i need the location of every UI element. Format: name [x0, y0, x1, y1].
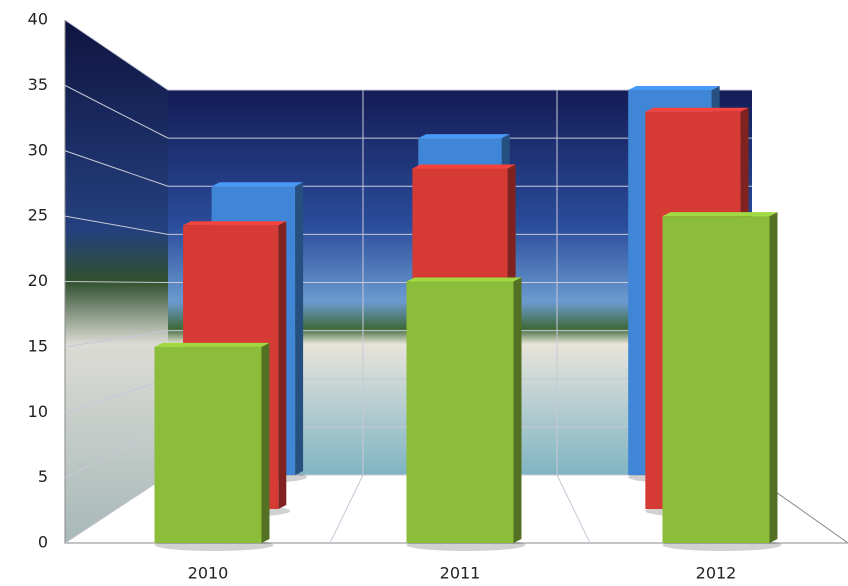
bar-top	[628, 86, 720, 90]
bar-top	[183, 221, 287, 226]
bar	[154, 346, 262, 543]
y-tick-label: 30	[28, 140, 48, 159]
grid-line	[64, 215, 169, 235]
grid-line	[64, 150, 169, 187]
grid-line	[64, 378, 169, 413]
grid-line	[64, 330, 169, 348]
grid-line	[64, 426, 169, 479]
bar-top	[154, 342, 270, 347]
y-tick-label: 25	[28, 206, 48, 225]
bar-top	[406, 277, 522, 282]
bar	[662, 216, 770, 543]
y-tick-label: 15	[28, 336, 48, 355]
bar	[406, 281, 514, 543]
y-tick-label: 5	[38, 467, 48, 486]
y-tick-label: 20	[28, 271, 48, 290]
grid-line	[64, 19, 169, 91]
bar-side	[261, 342, 270, 543]
bar-top	[211, 182, 304, 187]
bar-side	[769, 212, 778, 543]
x-tick-label: 2011	[440, 564, 481, 583]
y-tick-label: 0	[38, 533, 48, 552]
grid-line	[64, 281, 169, 283]
bar-top	[412, 164, 516, 169]
bar-top	[662, 212, 778, 217]
grid-line	[64, 474, 169, 544]
bar-side	[295, 182, 304, 475]
bar-side	[278, 221, 287, 509]
y-tick-label: 40	[28, 10, 48, 29]
bar-top	[645, 107, 749, 112]
x-tick-label: 2010	[188, 564, 229, 583]
bar-top	[418, 134, 510, 139]
x-tick-label: 2012	[696, 564, 737, 583]
bar-side	[513, 277, 522, 543]
y-tick-label: 35	[28, 75, 48, 94]
grid-line	[64, 84, 169, 139]
y-tick-label: 10	[28, 402, 48, 421]
